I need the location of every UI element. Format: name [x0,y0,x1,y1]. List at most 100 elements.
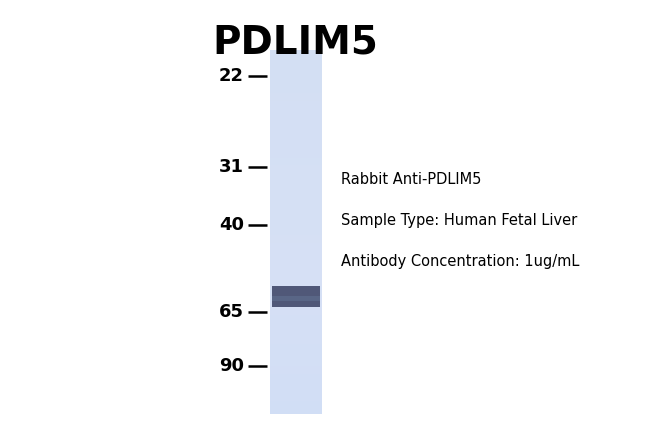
Bar [270,352,322,353]
Bar [270,144,322,145]
Bar [270,69,322,71]
Bar [270,350,322,352]
Bar [270,119,322,120]
Bar [270,399,322,400]
Bar [270,366,322,368]
Bar [270,324,322,325]
Bar [270,79,322,80]
Bar [270,302,322,303]
Bar [270,204,322,205]
Bar [270,255,322,256]
Bar [270,191,322,192]
Bar [270,147,322,148]
Bar [270,136,322,137]
Bar [270,336,322,337]
Bar [272,286,320,307]
Bar [270,113,322,114]
Bar [270,205,322,206]
Bar [270,391,322,392]
Bar [270,297,322,298]
Bar [270,284,322,285]
Bar [270,239,322,240]
Bar [270,92,322,94]
Bar [270,207,322,209]
Bar [270,159,322,160]
Bar [270,112,322,113]
Text: Sample Type: Human Fetal Liver: Sample Type: Human Fetal Liver [341,213,577,228]
Bar [270,326,322,327]
Bar [270,227,322,228]
Bar [270,171,322,172]
Bar [270,232,322,233]
Bar [270,240,322,241]
Bar [270,203,322,204]
Bar [270,246,322,247]
Bar [270,321,322,323]
Bar [270,238,322,239]
Bar [270,141,322,142]
Bar [270,223,322,224]
Bar [270,107,322,108]
Bar [270,181,322,182]
Bar [270,126,322,127]
Bar [270,135,322,136]
Bar [270,170,322,171]
Bar [270,294,322,295]
Bar [270,365,322,366]
Bar [270,145,322,147]
Bar [270,319,322,320]
Bar [270,50,322,51]
Bar [270,252,322,253]
Bar [270,216,322,217]
Bar [270,174,322,176]
Bar [270,137,322,138]
Bar [270,263,322,265]
Bar [270,189,322,191]
Bar [270,87,322,89]
Bar [270,307,322,308]
Bar [270,250,322,251]
Bar [270,148,322,149]
Bar [270,89,322,90]
Bar [270,354,322,355]
Bar [270,220,322,221]
Bar [270,226,322,227]
Bar [270,256,322,257]
Text: Rabbit Anti-PDLIM5: Rabbit Anti-PDLIM5 [341,172,482,187]
Bar [270,383,322,385]
Bar [270,211,322,212]
Bar [270,337,322,338]
Bar [270,398,322,399]
Bar [270,118,322,119]
Bar [270,389,322,391]
Bar [270,409,322,410]
Bar [270,187,322,188]
Bar [270,289,322,290]
Bar [270,81,322,83]
Bar [270,198,322,199]
Bar [270,275,322,277]
Bar [270,132,322,133]
Bar [270,329,322,330]
Bar [270,228,322,229]
Bar [270,184,322,186]
Bar [270,395,322,397]
Bar [270,206,322,207]
Bar [270,116,322,118]
Bar [270,318,322,319]
Bar [270,333,322,335]
Bar [270,348,322,349]
Bar [270,387,322,388]
Bar [270,280,322,281]
Bar [270,281,322,283]
Bar [270,286,322,288]
Bar [270,295,322,296]
Bar [270,358,322,359]
Bar [270,233,322,234]
Bar [270,308,322,309]
Bar [270,400,322,401]
Bar [270,386,322,387]
Bar [270,362,322,364]
Bar [270,108,322,109]
Bar [270,197,322,198]
